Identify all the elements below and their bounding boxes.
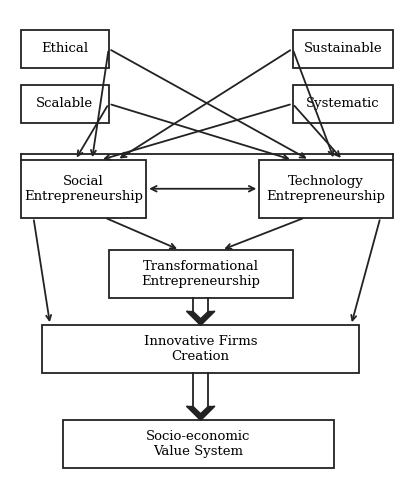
Text: Social
Entrepreneurship: Social Entrepreneurship [24, 175, 143, 203]
FancyBboxPatch shape [293, 30, 393, 68]
FancyBboxPatch shape [109, 250, 293, 298]
FancyBboxPatch shape [42, 325, 359, 372]
Polygon shape [187, 312, 214, 325]
Text: Socio-economic
Value System: Socio-economic Value System [146, 430, 251, 458]
Text: Technology
Entrepreneurship: Technology Entrepreneurship [267, 175, 385, 203]
Text: Scalable: Scalable [36, 97, 93, 110]
FancyBboxPatch shape [21, 160, 146, 218]
Text: Transformational
Entrepreneurship: Transformational Entrepreneurship [141, 260, 260, 288]
Text: Innovative Firms
Creation: Innovative Firms Creation [144, 335, 257, 363]
FancyBboxPatch shape [63, 420, 334, 468]
Text: Systematic: Systematic [306, 97, 380, 110]
Text: Sustainable: Sustainable [303, 42, 382, 55]
FancyBboxPatch shape [21, 30, 109, 68]
FancyBboxPatch shape [293, 85, 393, 122]
FancyBboxPatch shape [21, 85, 109, 122]
Polygon shape [187, 406, 214, 420]
FancyBboxPatch shape [259, 160, 393, 218]
Text: Ethical: Ethical [41, 42, 88, 55]
